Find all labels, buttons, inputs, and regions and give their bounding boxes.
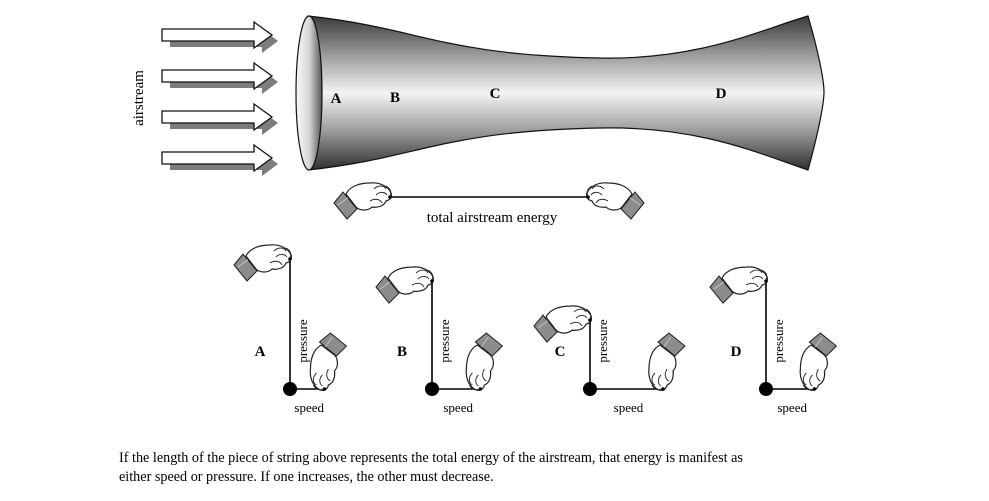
speed-label: speed (777, 400, 807, 415)
total-energy-label: total airstream energy (427, 210, 558, 226)
venturi-diagram: airstream A B C D total airstream energy… (131, 15, 837, 415)
tube-label-d: D (716, 86, 727, 102)
pressure-label: pressure (771, 319, 786, 363)
knot-dot (583, 382, 597, 396)
speed-label: speed (614, 400, 644, 415)
hand-icon (709, 266, 769, 304)
pressure-label: pressure (437, 319, 452, 363)
flow-arrow-icon (161, 21, 279, 54)
hand-icon (233, 244, 293, 282)
knot-dot (759, 382, 773, 396)
hand-icon (465, 332, 503, 392)
flow-arrow-icon (161, 103, 279, 136)
total-energy-string (333, 182, 645, 220)
hand-icon (585, 182, 645, 220)
flow-arrow-icon (161, 144, 279, 177)
hand-icon (309, 332, 348, 392)
tube-label-b: B (390, 90, 400, 106)
tube-label-a: A (331, 91, 342, 107)
caption: If the length of the piece of string abo… (119, 449, 879, 487)
knot-dot (283, 382, 297, 396)
pressure-label: pressure (595, 319, 610, 363)
station-label: A (255, 344, 266, 360)
hand-icon (533, 305, 593, 343)
caption-line-2: either speed or pressure. If one increas… (119, 469, 494, 485)
station-label: C (555, 344, 566, 360)
venturi-tube (295, 15, 825, 171)
knot-dot (425, 382, 439, 396)
caption-line-1: If the length of the piece of string abo… (119, 450, 743, 466)
hand-icon (799, 332, 837, 392)
pressure-label: pressure (295, 319, 310, 363)
flow-arrow-icon (161, 62, 279, 95)
hand-icon (333, 182, 393, 220)
station-label: B (397, 344, 407, 360)
station-label: D (731, 344, 742, 360)
airstream-label: airstream (131, 70, 147, 126)
tube-label-c: C (490, 86, 501, 102)
hand-icon (648, 332, 686, 392)
airstream-arrows (161, 21, 279, 177)
hand-icon (375, 266, 435, 304)
speed-label: speed (294, 400, 324, 415)
speed-label: speed (443, 400, 473, 415)
